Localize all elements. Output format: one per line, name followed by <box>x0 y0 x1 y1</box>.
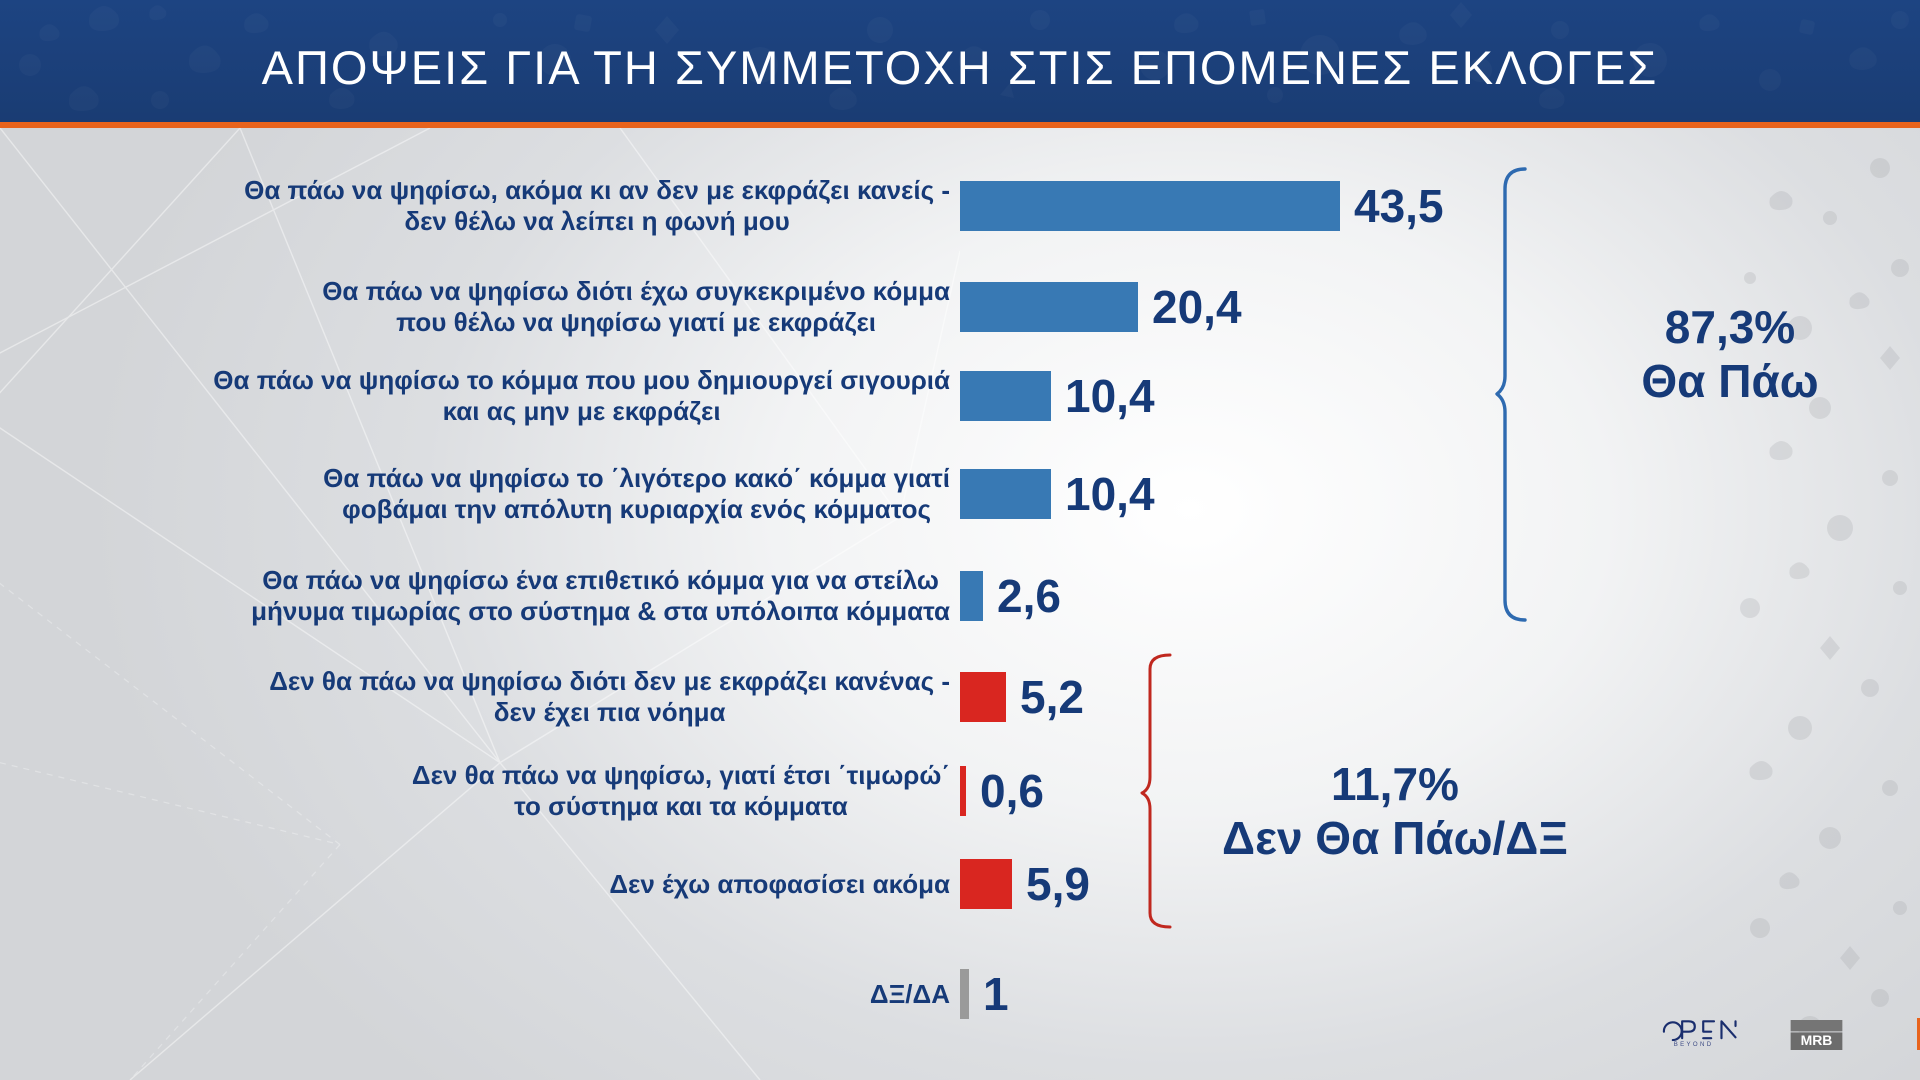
svg-text:MRB: MRB <box>1801 1032 1833 1048</box>
svg-text:BEYOND: BEYOND <box>1674 1041 1714 1048</box>
